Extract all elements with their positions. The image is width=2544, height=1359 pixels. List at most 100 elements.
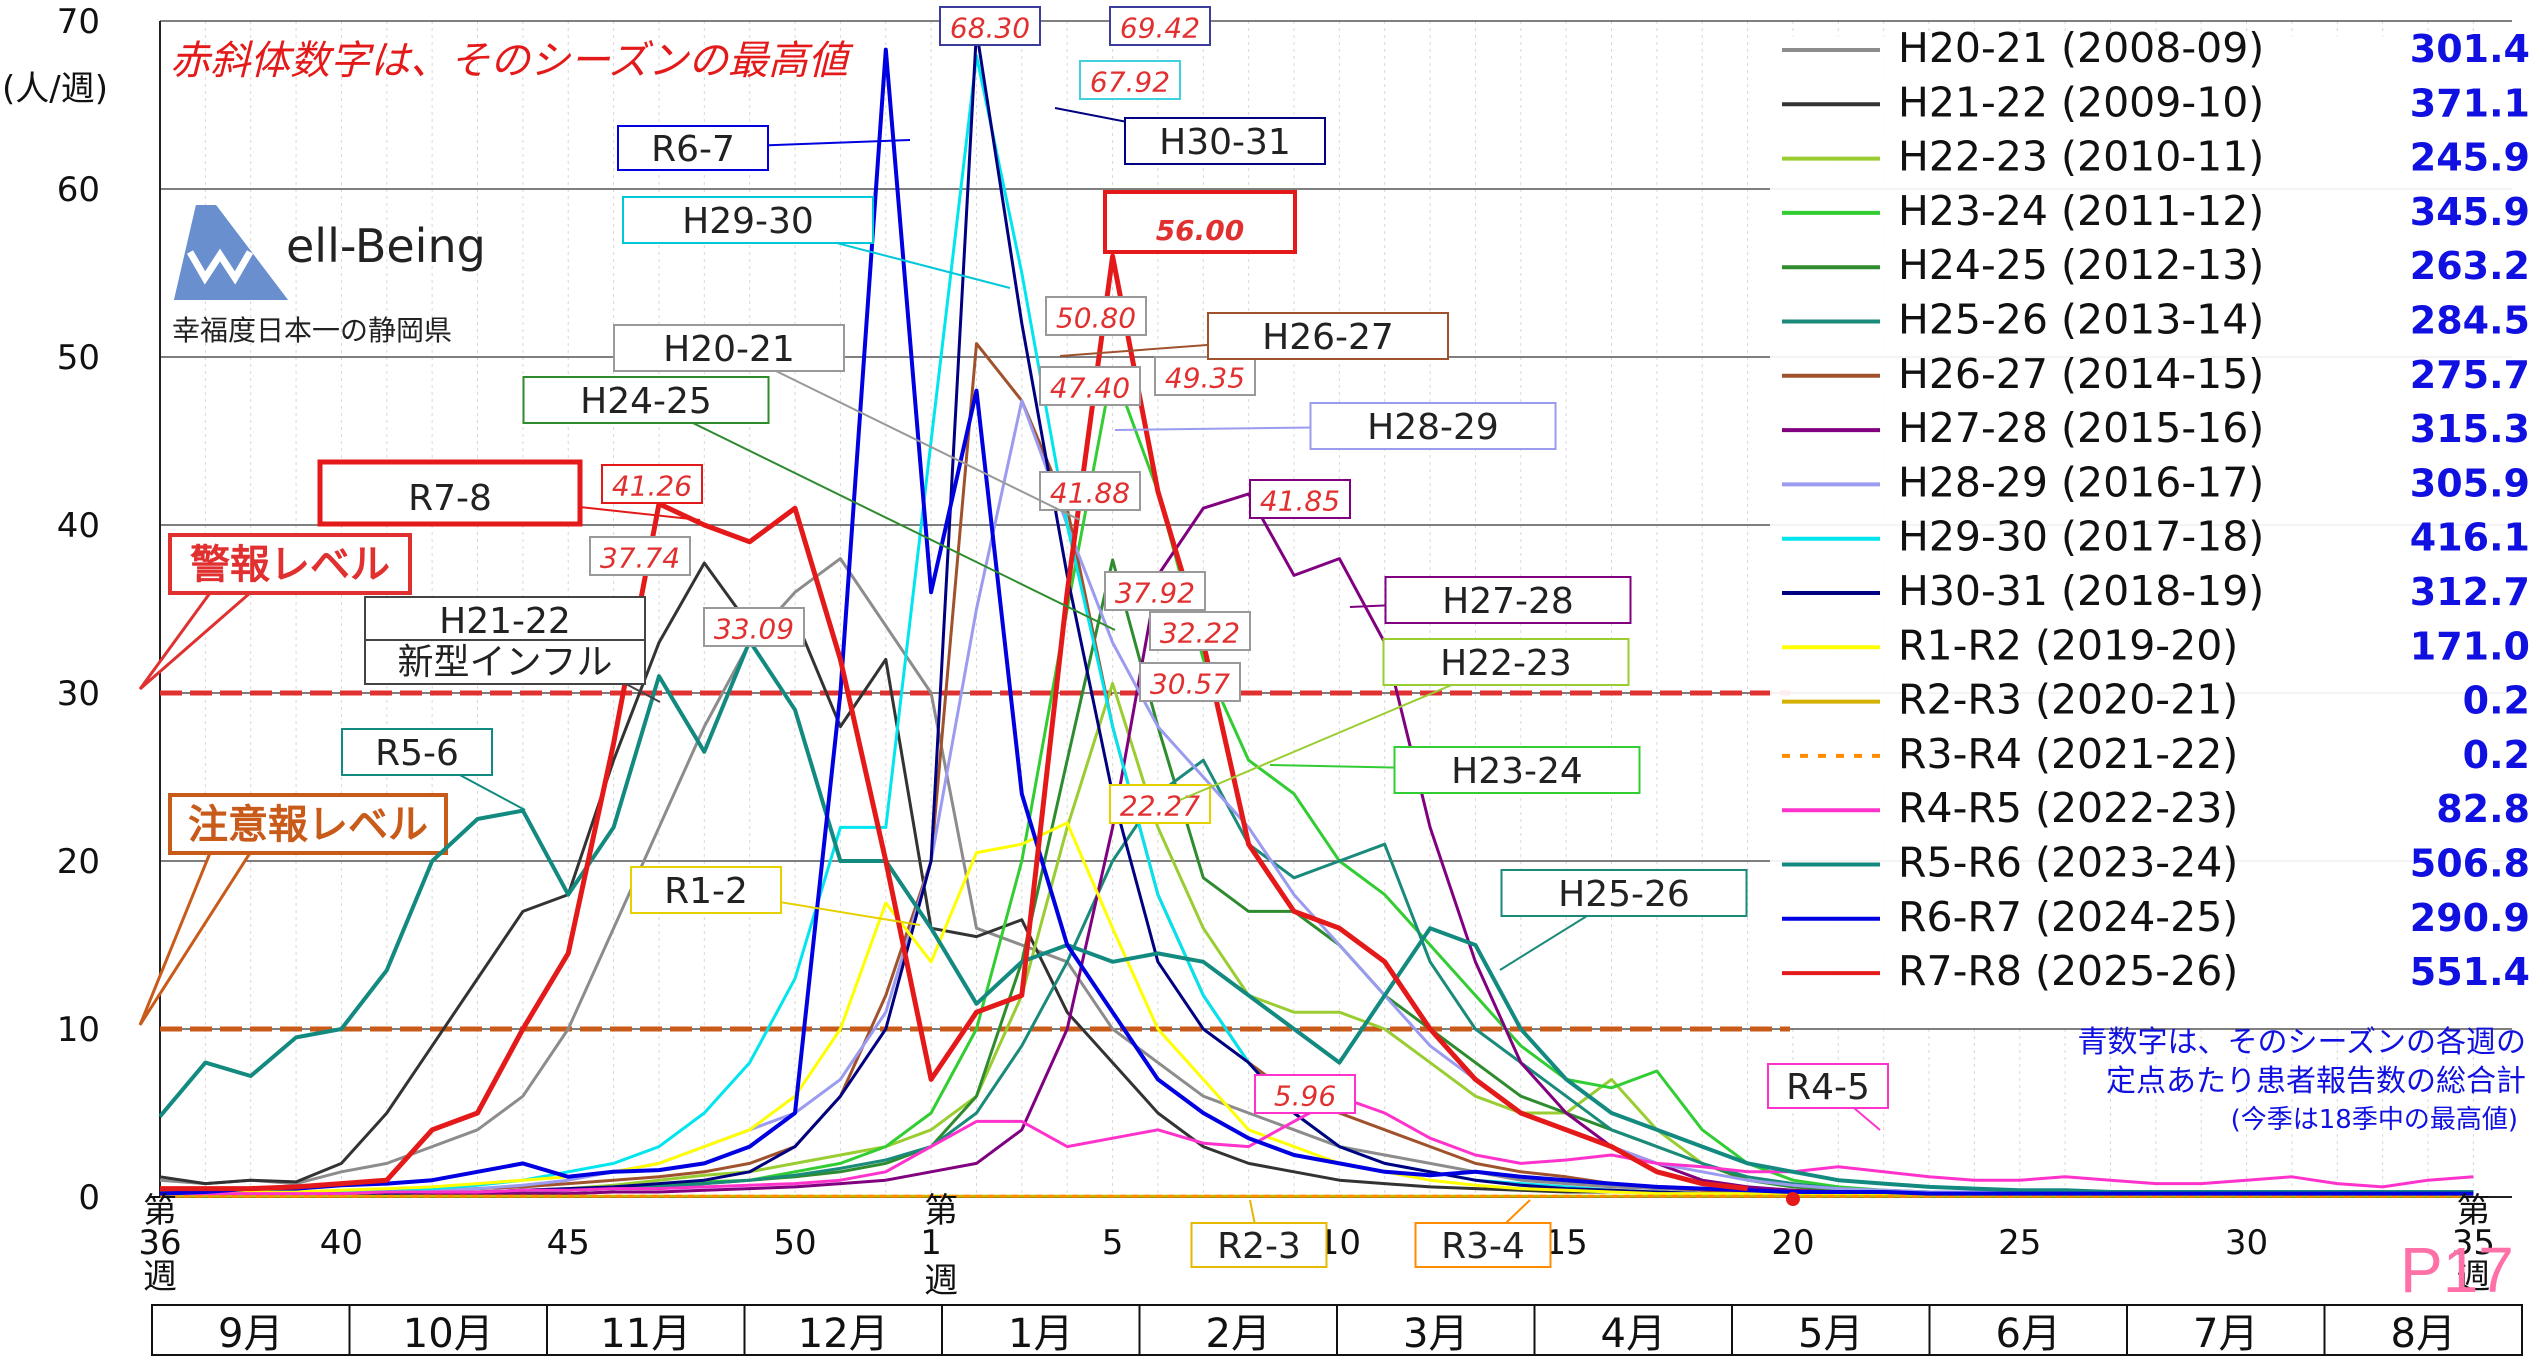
legend-total-3: 345.9: [2410, 190, 2530, 234]
callout-box: [1500, 869, 1748, 917]
peak-label: 56.00: [1156, 214, 1245, 247]
y-tick-label: 30: [57, 674, 100, 714]
month-label: 1月: [1008, 1311, 1073, 1357]
legend-total-0: 301.4: [2410, 27, 2530, 71]
callout-box: [1124, 117, 1326, 165]
y-tick-label: 20: [57, 842, 100, 882]
month-label: 8月: [2391, 1311, 2456, 1357]
callout-leader: [645, 399, 1116, 631]
legend-total-9: 416.1: [2410, 516, 2530, 560]
threshold-label: 注意報レベル: [188, 802, 428, 848]
peak-label-box: [1109, 784, 1211, 824]
series-line-15: [158, 639, 2474, 1194]
legend-label-9: H29-30 (2017-18): [1898, 513, 2264, 561]
peak-label-box: [1254, 1074, 1356, 1114]
peak-label-box: [1109, 6, 1211, 46]
current-week-dot: [1785, 1192, 1800, 1206]
legend-total-8: 305.9: [2410, 461, 2530, 505]
peak-label-box: [1045, 296, 1147, 336]
peak-label: 32.22: [1160, 616, 1240, 649]
callout-label: H24-25: [580, 381, 712, 422]
callout-label: H23-24: [1451, 751, 1583, 792]
series-layer: [158, 29, 2474, 1206]
month-label: 7月: [2193, 1311, 2258, 1357]
peak-label-box: [1039, 366, 1141, 406]
legend-label-4: H24-25 (2012-13): [1898, 241, 2264, 289]
x-tick-label: 50: [773, 1223, 816, 1263]
legend-total-1: 371.1: [2410, 81, 2530, 125]
logo: ell-Being 幸福度日本一の静岡県: [172, 205, 486, 347]
peak-label-box: [1104, 571, 1206, 611]
series-callouts: R6-7 H30-31 H29-30 H26-27 H20-21 H28-29 H24-25…: [317, 107, 1889, 1268]
y-tick-label: 50: [57, 338, 100, 378]
callout-label: R7-8: [408, 478, 492, 519]
y-tick-label: 70: [57, 2, 100, 42]
legend-total-5: 284.5: [2410, 299, 2530, 343]
callout-label: 新型インフル: [398, 642, 613, 683]
peak-label-box: [1103, 190, 1297, 254]
peak-labels: 68.30 69.42 67.92 56.00 50.80 47.40 49.35 41.88…: [589, 6, 1356, 1114]
callout-label: R6-7: [651, 129, 735, 170]
callout-box: [364, 596, 646, 644]
month-label: 3月: [1403, 1311, 1468, 1357]
legend-total-4: 263.2: [2410, 244, 2530, 288]
peak-label: 33.09: [714, 612, 794, 645]
x-tick-label: 20: [1771, 1223, 1814, 1263]
threshold-pointer: [138, 591, 251, 691]
peak-label-box: [601, 464, 703, 504]
legend-total-10: 312.7: [2410, 570, 2530, 614]
y-tick-label: 10: [57, 1010, 100, 1050]
callout-box: [1767, 1063, 1889, 1109]
legend-label-14: R4-R5 (2022-23): [1898, 784, 2238, 832]
month-label: 6月: [1996, 1311, 2061, 1357]
month-label: 5月: [1798, 1311, 1863, 1357]
peak-label: 22.27: [1120, 789, 1200, 822]
legend: H20-21 (2008-09) 301.4 H21-22 (2009-10) 371…: [1770, 24, 2542, 1026]
callout-label: R4-5: [1786, 1067, 1870, 1108]
y-axis-label: (人/週): [2, 69, 108, 109]
legend-label-8: H28-29 (2016-17): [1898, 458, 2264, 506]
legend-label-11: R1-R2 (2019-20): [1898, 621, 2238, 669]
series-line-17: [160, 253, 1748, 1192]
legend-label-5: H25-26 (2013-14): [1898, 296, 2264, 344]
peak-label: 68.30: [950, 11, 1030, 44]
legend-background: [1770, 36, 2542, 1026]
legend-label-2: H22-23 (2010-11): [1898, 133, 2264, 181]
peak-label: 30.57: [1150, 667, 1230, 700]
logo-title: ell-Being: [286, 219, 486, 273]
legend-label-6: H26-27 (2014-15): [1898, 350, 2264, 398]
y-tick-label: 0: [78, 1178, 100, 1218]
peak-label: 67.92: [1090, 65, 1170, 98]
peak-label-box: [1039, 471, 1141, 511]
peak-label: 69.42: [1120, 11, 1200, 44]
callout-label: R3-4: [1441, 1226, 1525, 1267]
x-tick-label: 25: [1998, 1223, 2041, 1263]
legend-total-11: 171.0: [2410, 624, 2530, 668]
peak-label: 41.88: [1050, 476, 1130, 509]
callout-box: [1309, 402, 1557, 450]
x-tick-label: 15: [1545, 1223, 1588, 1263]
peak-label-box: [939, 6, 1041, 46]
callout-label: H26-27: [1262, 317, 1394, 358]
legend-label-15: R5-R6 (2023-24): [1898, 839, 2238, 887]
month-label: 2月: [1206, 1311, 1271, 1357]
peak-label: 37.74: [600, 541, 680, 574]
x-edge-label: 週: [2456, 1257, 2490, 1297]
legend-label-17: R7-R8 (2025-26): [1898, 947, 2238, 995]
legend-total-7: 315.3: [2410, 407, 2530, 451]
x-tick-label: 40: [320, 1223, 363, 1263]
callout-label: H27-28: [1442, 581, 1574, 622]
callout-box: [1414, 1222, 1552, 1268]
series-line-16: [159, 47, 2474, 1196]
peak-label-box: [1154, 356, 1256, 396]
callout-label: H29-30: [682, 201, 814, 242]
peak-label: 5.96: [1274, 1079, 1336, 1112]
legend-label-16: R6-R7 (2024-25): [1898, 893, 2238, 941]
x-tick-label: 1: [920, 1223, 942, 1263]
legend-label-7: H27-28 (2015-16): [1898, 404, 2264, 452]
x-tick-label: 36: [138, 1223, 181, 1263]
y-axis-ticks: 0 10 20 30 40 50 60 70: [57, 2, 100, 1218]
callout-box: [1393, 746, 1641, 794]
callout-label: H21-22: [439, 601, 571, 642]
peak-label-box: [1139, 662, 1241, 702]
